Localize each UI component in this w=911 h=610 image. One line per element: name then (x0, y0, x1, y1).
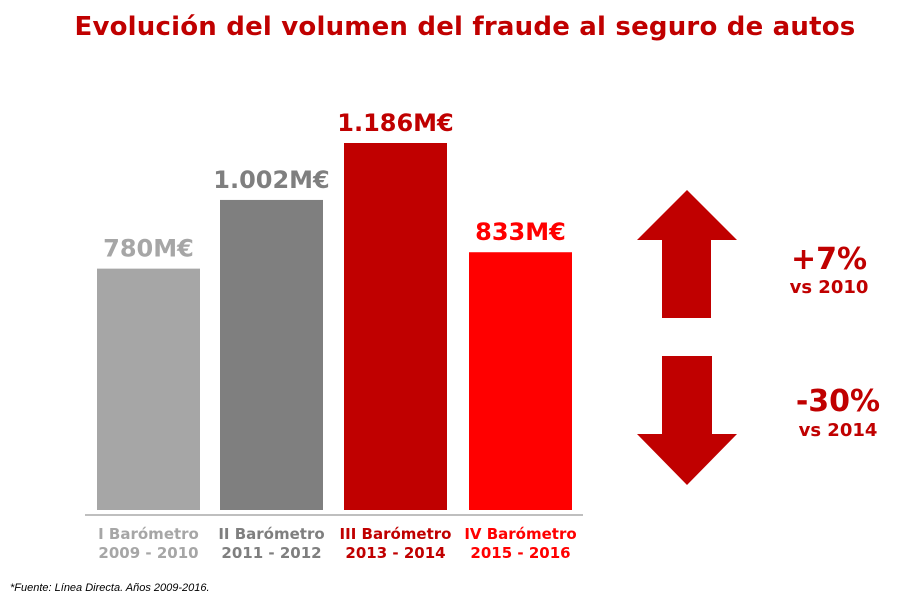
change-down-value: -30% (795, 384, 881, 419)
change-up-value: +7% (790, 242, 868, 277)
change-up-reference: vs 2010 (789, 277, 869, 298)
x-tick-label: I Barómetro (98, 525, 199, 543)
bar (97, 268, 200, 510)
bars-layer (97, 143, 572, 510)
chart-title: Evolución del volumen del fraude al segu… (74, 12, 856, 42)
bar-value-label: 1.186M€ (337, 109, 454, 137)
x-tick-label: 2009 - 2010 (98, 544, 198, 562)
bar-value-label: 1.002M€ (213, 166, 330, 194)
change-down-reference: vs 2014 (798, 420, 878, 441)
bar-value-label: 780M€ (103, 235, 194, 263)
x-tick-label: 2013 - 2014 (345, 544, 445, 562)
arrow-down-icon (637, 356, 737, 485)
bar (469, 252, 572, 510)
bar-value-label: 833M€ (475, 218, 566, 246)
x-tick-label: 2015 - 2016 (470, 544, 570, 562)
labels-layer: 780M€ 1.002M€ 1.186M€ 833M€ (103, 109, 566, 263)
source-note: *Fuente: Línea Directa. Años 2009-2016. (10, 582, 210, 594)
bar (344, 143, 447, 510)
x-tick-label: IV Barómetro (464, 525, 576, 543)
arrow-up-icon (637, 190, 737, 318)
bar (220, 199, 323, 510)
x-tick-label: III Barómetro (340, 525, 452, 543)
x-tick-label: 2011 - 2012 (221, 544, 321, 562)
x-tick-label: II Barómetro (218, 525, 324, 543)
